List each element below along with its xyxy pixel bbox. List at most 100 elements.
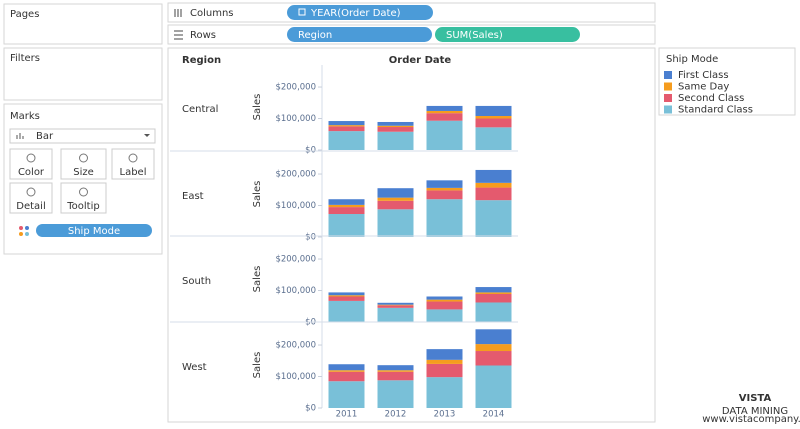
legend-label[interactable]: Same Day: [678, 82, 729, 93]
row-label: Central: [182, 104, 218, 115]
mark-button-icon: [26, 153, 36, 163]
bar-segment: [475, 187, 512, 201]
pages-title: Pages: [10, 9, 39, 20]
ship-mode-pill-text: Ship Mode: [68, 226, 120, 237]
bar-segment: [377, 371, 414, 381]
mark-button-icon: [79, 153, 88, 163]
y-tick-label: $100,000: [275, 114, 316, 124]
y-tick-label: $200,000: [275, 341, 316, 351]
bar-segment: [377, 380, 414, 408]
bar-segment: [377, 209, 414, 237]
y-axis-title: Sales: [252, 94, 263, 121]
filters-title: Filters: [10, 53, 40, 64]
bar-segment: [328, 381, 365, 408]
bar-segment: [426, 363, 463, 378]
columns-pill-text: YEAR(Order Date): [310, 8, 401, 19]
mark-type: Bar: [36, 131, 54, 142]
bar-segment: [475, 344, 512, 352]
mark-buttons: Color Size Label Detail Tooltip: [9, 148, 155, 214]
bar-segment: [426, 349, 463, 360]
mark-button-label: Color: [18, 167, 45, 178]
pages-panel: [3, 3, 163, 45]
bar-segment: [426, 309, 463, 322]
columns-icon: [174, 9, 182, 17]
y-axis-title: Sales: [252, 181, 263, 208]
y-axis-title: Sales: [252, 352, 263, 379]
bar-segment: [426, 105, 463, 111]
bar-segment: [426, 120, 463, 150]
rows-pill-text: Region: [298, 30, 332, 41]
mark-button-icon: [26, 187, 36, 197]
bar-segment: [328, 295, 365, 297]
watermark-brand: VISTA: [739, 393, 772, 404]
bar-segment: [328, 207, 365, 215]
bar-segment: [475, 200, 512, 237]
bar-segment: [377, 365, 414, 371]
bar-segment: [426, 299, 463, 302]
ship-mode-pill[interactable]: [36, 224, 152, 237]
bar-segment: [475, 351, 512, 366]
bar-segment: [475, 287, 512, 293]
y-tick-label: $200,000: [275, 255, 316, 265]
bar-segment: [475, 302, 512, 322]
legend-swatch: [664, 71, 672, 79]
bar-segment: [328, 204, 365, 208]
bar-segment: [475, 293, 512, 303]
legend-label[interactable]: Standard Class: [678, 105, 753, 116]
bar-segment: [426, 180, 463, 188]
mark-button-label: Label: [120, 167, 147, 178]
dropdown-arrow: [144, 134, 150, 137]
legend-swatch: [664, 82, 672, 91]
y-tick-label: $200,000: [275, 170, 316, 180]
bar-segment: [328, 364, 365, 371]
bar-segment: [328, 131, 365, 150]
bar-segment: [475, 127, 512, 150]
bar-segment: [377, 131, 414, 150]
bar-segment: [328, 121, 365, 126]
bar-segment: [328, 199, 365, 205]
marks-title: Marks: [10, 111, 40, 122]
mark-type-dropdown[interactable]: [9, 128, 156, 144]
columns-pill[interactable]: [287, 5, 433, 20]
legend-label[interactable]: Second Class: [678, 93, 744, 104]
bar-segment: [475, 365, 512, 408]
chart: Central Sales $0 $100,000 $200,000 East Sales $…: [170, 65, 518, 420]
x-tick-label: 2013: [434, 410, 456, 420]
bar-segment: [377, 200, 414, 210]
color-icon: [19, 226, 23, 230]
y-tick-label: $100,000: [275, 372, 316, 382]
bar-segment: [475, 116, 512, 119]
legend-swatch: [664, 105, 672, 114]
bar-segment: [426, 296, 463, 300]
bar-segment: [426, 359, 463, 364]
bar-segment: [328, 214, 365, 237]
color-icon: [19, 232, 23, 236]
x-tick-label: 2011: [336, 410, 358, 420]
rows-label: Rows: [190, 30, 216, 41]
column-header: Order Date: [389, 55, 452, 66]
bar-segment: [328, 296, 365, 301]
watermark-tagline: DATA MINING: [722, 406, 788, 417]
bar-segment: [377, 121, 414, 126]
bar-segment: [377, 304, 414, 306]
rows-pill[interactable]: [435, 27, 580, 42]
row-label: East: [182, 191, 204, 202]
watermark-url: www.vistacompany.ir: [702, 414, 800, 425]
bar-segment: [328, 292, 365, 296]
rows-pill[interactable]: [287, 27, 432, 42]
color-icon: [25, 232, 29, 236]
legend-title: Ship Mode: [666, 54, 718, 65]
y-tick-label: $0: [305, 233, 316, 243]
mark-button-icon: [128, 153, 138, 163]
color-icon: [25, 226, 29, 230]
y-tick-label: $200,000: [275, 83, 316, 93]
y-axis-title: Sales: [252, 266, 263, 293]
bar-segment: [475, 182, 512, 188]
bar-segment: [328, 125, 365, 127]
legend-label[interactable]: First Class: [678, 70, 729, 81]
bar-segment: [377, 125, 414, 128]
bar-segment: [475, 118, 512, 128]
bar-segment: [426, 190, 463, 200]
bar-segment: [426, 377, 463, 408]
